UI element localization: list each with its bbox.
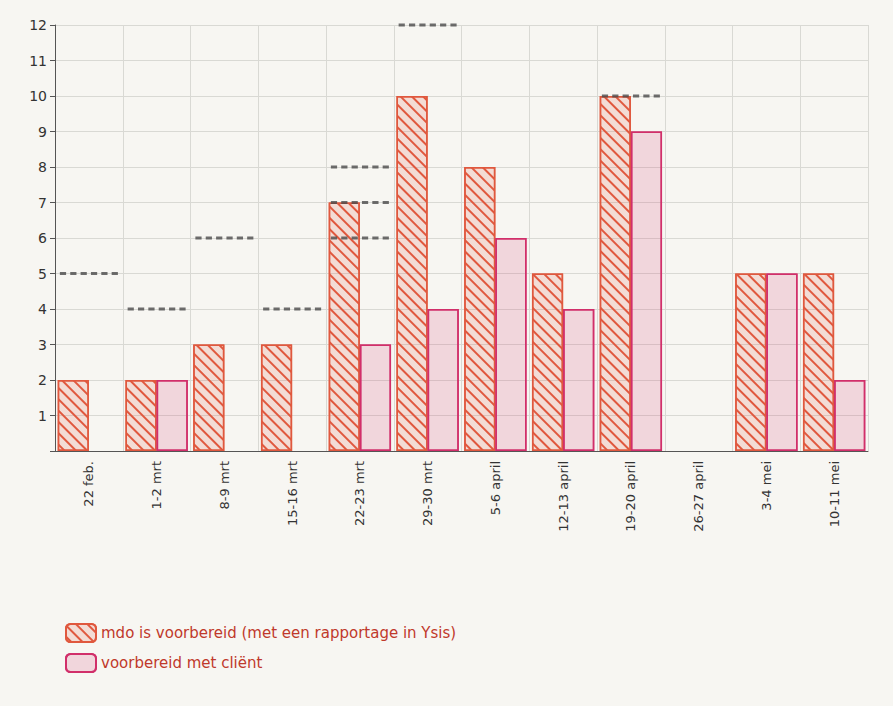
- svg-text:8-9 mrt: 8-9 mrt: [217, 461, 232, 509]
- svg-text:5-6 april: 5-6 april: [488, 461, 503, 515]
- svg-text:voorbereid met cliënt: voorbereid met cliënt: [101, 654, 262, 672]
- svg-text:10: 10: [29, 88, 47, 104]
- svg-text:15-16 mrt: 15-16 mrt: [285, 461, 300, 526]
- svg-text:8: 8: [38, 159, 47, 175]
- svg-text:5: 5: [38, 266, 47, 282]
- svg-text:11: 11: [29, 53, 47, 69]
- svg-text:9: 9: [38, 124, 47, 140]
- svg-text:4: 4: [38, 301, 47, 317]
- svg-text:3: 3: [38, 337, 47, 353]
- svg-text:19-20 april: 19-20 april: [623, 461, 638, 532]
- svg-text:mdo is voorbereid (met een rap: mdo is voorbereid (met een rapportage in…: [101, 624, 456, 642]
- svg-text:1-2 mrt: 1-2 mrt: [149, 461, 164, 509]
- svg-text:2: 2: [38, 372, 47, 388]
- svg-text:1: 1: [38, 408, 47, 424]
- svg-text:3-4 mei: 3-4 mei: [759, 461, 774, 511]
- svg-text:12-13 april: 12-13 april: [556, 461, 571, 532]
- svg-text:6: 6: [38, 230, 47, 246]
- svg-text:22 feb.: 22 feb.: [81, 461, 96, 507]
- svg-text:26-27 april: 26-27 april: [691, 461, 706, 532]
- svg-text:7: 7: [38, 195, 47, 211]
- svg-text:22-23 mrt: 22-23 mrt: [352, 461, 367, 526]
- svg-text:12: 12: [29, 17, 47, 33]
- svg-text:29-30 mrt: 29-30 mrt: [420, 461, 435, 526]
- svg-text:10-11 mei: 10-11 mei: [827, 461, 842, 527]
